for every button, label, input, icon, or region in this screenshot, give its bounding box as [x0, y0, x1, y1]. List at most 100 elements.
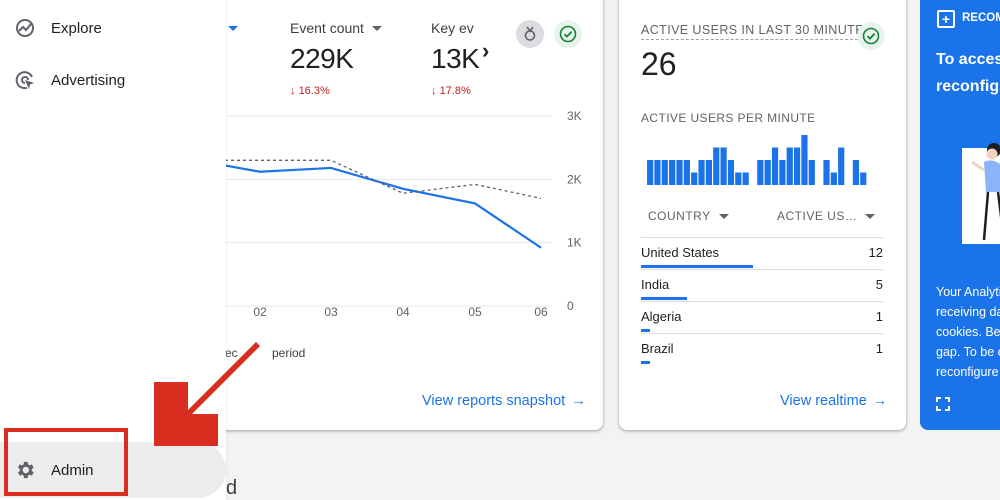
minute-bar — [830, 172, 837, 185]
minute-bar — [727, 160, 735, 185]
explore-icon — [14, 17, 36, 39]
minute-bar — [779, 160, 786, 185]
table-row[interactable]: United States 12 — [641, 237, 883, 269]
recommendation-label: RECOM — [962, 12, 1000, 24]
arrow-down-icon: ↓ — [290, 85, 299, 97]
country-name: United States — [641, 245, 720, 260]
view-reports-snapshot-link[interactable]: View reports snapshot → — [422, 393, 586, 409]
sidebar-item-advertising[interactable]: Advertising — [0, 56, 226, 104]
minute-bar — [757, 160, 764, 185]
table-row[interactable]: Brazil 1 — [641, 333, 883, 365]
dropdown-caret-icon[interactable] — [718, 213, 729, 219]
sidebar-item-explore[interactable]: Explore — [0, 4, 226, 52]
metric-event-count[interactable]: Event count 229K ↓ 16.3% — [290, 20, 382, 97]
metric-key-events[interactable]: Key ev 13K ↓ 17.8% — [431, 20, 480, 97]
x-tick-label: 03 — [324, 305, 338, 319]
arrow-right-icon: → — [571, 393, 586, 409]
country-name: Brazil — [641, 341, 674, 356]
metric-value: 229K — [290, 43, 354, 74]
country-column-header[interactable]: COUNTRY — [648, 209, 729, 223]
admin-highlight-box — [4, 428, 128, 496]
minute-bar — [742, 172, 749, 185]
country-users: 1 — [875, 309, 883, 324]
minute-bar — [801, 135, 808, 185]
minute-bar — [661, 160, 668, 185]
country-name: India — [641, 277, 670, 292]
person-illustration-icon — [962, 143, 1000, 244]
share-bar — [641, 297, 688, 300]
minute-bar — [654, 160, 661, 185]
country-users: 1 — [875, 341, 883, 356]
minute-bar — [691, 172, 698, 185]
insights-badge-icon[interactable] — [516, 20, 544, 48]
x-tick-label: 02 — [253, 305, 267, 319]
share-bar — [641, 265, 753, 268]
check-circle-icon[interactable] — [554, 20, 582, 48]
country-users: 5 — [875, 277, 883, 292]
recommendation-heading: To access reconfigure — [936, 51, 1000, 95]
table-row[interactable]: Algeria 1 — [641, 301, 883, 333]
y-tick-label: 3K — [567, 109, 582, 123]
expand-icon[interactable] — [936, 397, 950, 411]
metric-change: ↓ 17.8% — [431, 85, 471, 97]
y-tick-label: 2K — [567, 172, 582, 186]
arrow-down-icon: ↓ — [431, 85, 440, 97]
per-minute-label: ACTIVE USERS PER MINUTE — [641, 111, 816, 125]
dropdown-caret-icon[interactable] — [865, 213, 876, 219]
current-series-line — [224, 164, 542, 249]
minute-bar — [771, 147, 779, 185]
check-circle-icon[interactable] — [857, 22, 885, 50]
pointing-arrow-icon — [154, 342, 270, 446]
per-minute-bar-chart — [647, 135, 867, 185]
recommendation-plus-icon: + — [937, 10, 955, 28]
active-users-count: 26 — [641, 46, 677, 82]
minute-bar — [669, 160, 676, 185]
realtime-card: ACTIVE USERS IN LAST 30 MINUTES 26 ACTIV… — [619, 0, 906, 430]
gear-icon — [14, 459, 36, 481]
metric-dropdown-caret[interactable] — [228, 26, 238, 31]
y-tick-label: 0 — [567, 299, 574, 313]
country-name: Algeria — [641, 309, 682, 324]
metric-value: 13K — [431, 43, 480, 74]
minute-bar — [764, 160, 771, 185]
minute-bar — [735, 172, 742, 185]
advertising-icon — [14, 69, 36, 91]
country-users: 12 — [868, 245, 883, 260]
sidebar-item-label: Admin — [51, 461, 94, 479]
x-tick-label: 06 — [534, 305, 548, 319]
minute-bar — [786, 147, 793, 185]
minute-bar — [713, 147, 720, 185]
legend-fragment: period — [272, 346, 306, 360]
minute-bar — [683, 160, 690, 185]
arrow-right-icon: → — [872, 393, 888, 409]
minute-bar — [823, 160, 830, 185]
minute-bar — [808, 160, 815, 185]
x-tick-label: 05 — [468, 305, 482, 319]
view-realtime-link[interactable]: View realtime → — [780, 393, 888, 409]
comparison-series-line — [225, 159, 542, 199]
share-bar — [641, 361, 650, 364]
minute-bar — [676, 160, 683, 185]
minute-bar — [647, 160, 654, 185]
recommendation-body: Your Analyti receiving da cookies. Be ga… — [936, 285, 1000, 379]
chevron-right-icon[interactable]: › — [482, 38, 490, 63]
sidebar-item-label: Explore — [51, 19, 102, 37]
reports-overview-card: 3K 2K 1K 0 02 03 04 05 06 Event count 229K ↓ 16… — [205, 0, 603, 430]
minute-bar — [838, 147, 845, 185]
metric-change: ↓ 16.3% — [290, 85, 330, 97]
trend-chart: 3K 2K 1K 0 02 03 04 05 06 — [205, 109, 582, 319]
x-tick-label: 04 — [396, 305, 410, 319]
active-users-column-header[interactable]: ACTIVE US… — [777, 209, 876, 223]
sidebar-item-admin[interactable]: Admin — [0, 442, 226, 498]
sidebar-item-label: Advertising — [51, 71, 126, 89]
metric-label: Key ev — [431, 20, 474, 36]
minute-bar — [720, 147, 727, 185]
minute-bar — [698, 160, 705, 185]
recommendation-card[interactable]: + RECOM To access reconfigure Your Analy… — [920, 0, 1000, 430]
realtime-title[interactable]: ACTIVE USERS IN LAST 30 MINUTES — [641, 23, 873, 40]
share-bar — [641, 329, 650, 332]
table-row[interactable]: India 5 — [641, 269, 883, 301]
y-tick-label: 1K — [567, 236, 582, 250]
dropdown-caret-icon[interactable] — [371, 25, 382, 31]
minute-bar — [852, 160, 859, 185]
